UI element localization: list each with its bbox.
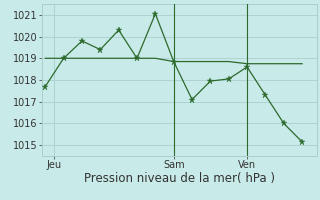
X-axis label: Pression niveau de la mer( hPa ): Pression niveau de la mer( hPa )	[84, 172, 275, 185]
